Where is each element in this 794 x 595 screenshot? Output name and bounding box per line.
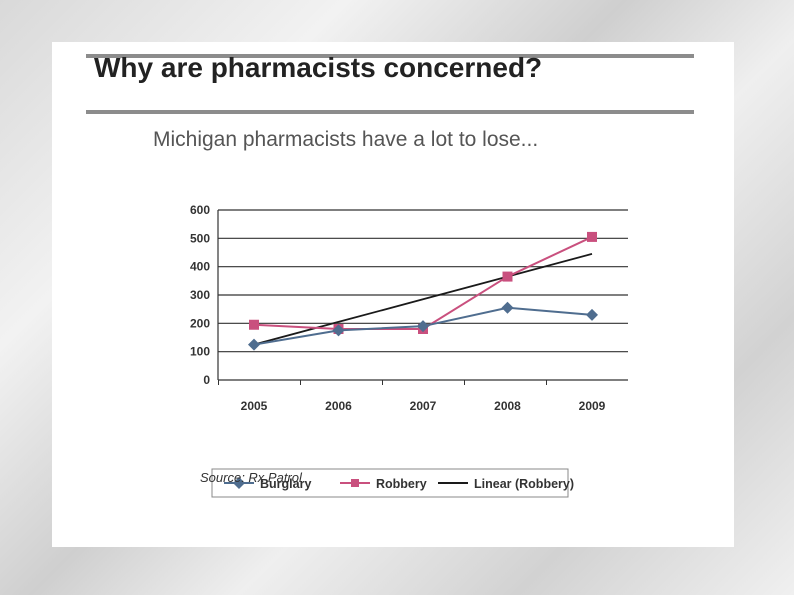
legend-marker-square	[351, 479, 359, 487]
y-tick-label: 200	[190, 316, 210, 330]
robbery-point	[502, 271, 513, 282]
legend-marker-diamond	[233, 477, 245, 489]
slide: Why are pharmacists concerned? Michigan …	[52, 42, 734, 547]
y-axis-ticks: 0 100 200 300 400 500 600	[190, 203, 210, 387]
y-tick-label: 500	[190, 231, 210, 245]
x-tick-label: 2007	[410, 399, 437, 413]
slide-subtitle: Michigan pharmacists have a lot to lose.…	[153, 128, 539, 151]
series-line-robbery	[253, 236, 593, 330]
y-tick-label: 400	[190, 260, 210, 274]
legend-label: Linear (Robbery)	[474, 477, 574, 491]
burglary-point	[332, 324, 345, 337]
y-tick-label: 0	[203, 373, 210, 387]
series-line-linear-robbery-	[253, 253, 593, 346]
y-tick-label: 100	[190, 345, 210, 359]
y-tick-label: 600	[190, 203, 210, 217]
burglary-point	[501, 301, 514, 314]
robbery-point	[587, 231, 597, 242]
line-chart: 0 100 200 300 400 500 600 2005 2006 2007 2008 2009…	[190, 203, 628, 498]
robbery-point	[249, 319, 259, 330]
legend-label: Robbery	[376, 477, 427, 491]
y-tick-label: 300	[190, 288, 210, 302]
x-tick-label: 2008	[494, 399, 521, 413]
burglary-point	[586, 308, 598, 321]
legend-box	[211, 468, 569, 498]
legend-label: Burglary	[260, 477, 311, 491]
chart-series	[248, 231, 598, 351]
burglary-point	[417, 320, 429, 333]
x-tick-label: 2005	[241, 399, 268, 413]
slide-title: Why are pharmacists concerned?	[94, 52, 543, 83]
title-bar	[86, 54, 694, 114]
gridlines	[217, 209, 628, 381]
x-tick-label: 2009	[579, 399, 606, 413]
source-note: Source: Rx Patrol	[200, 470, 302, 485]
x-axis-ticks: 2005 2006 2007 2008 2009	[218, 380, 606, 413]
burglary-point	[248, 338, 260, 351]
x-tick-label: 2006	[325, 399, 352, 413]
chart-legend: Burglary Robbery Linear (Robbery)	[211, 468, 574, 498]
